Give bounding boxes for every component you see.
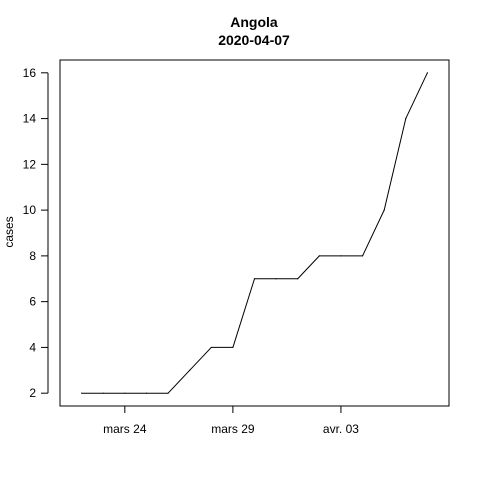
data-point — [340, 255, 342, 257]
y-tick-label: 8 — [29, 249, 36, 263]
x-tick-label: mars 24 — [103, 422, 147, 436]
data-point — [81, 392, 83, 394]
data-point — [318, 255, 320, 257]
series-layer — [81, 72, 428, 394]
chart-subtitle: 2020-04-07 — [218, 32, 290, 48]
y-tick-label: 6 — [29, 295, 36, 309]
axes-layer: 2 4 6 8 10 12 14 16 mars 24 mars 29 avr. 03 — [23, 66, 360, 436]
data-point — [405, 117, 407, 120]
y-tick-label: 12 — [23, 157, 37, 171]
data-point — [124, 392, 126, 394]
data-point — [253, 278, 256, 280]
y-tick-label: 10 — [23, 203, 37, 217]
y-tick-label: 2 — [29, 386, 36, 400]
data-point — [102, 392, 104, 394]
data-point — [297, 278, 299, 280]
y-tick-label: 16 — [23, 66, 37, 80]
data-point — [167, 392, 169, 394]
x-tick-label: avr. 03 — [323, 422, 359, 436]
data-point — [426, 72, 428, 74]
x-tick-label: mars 29 — [211, 422, 255, 436]
data-point — [232, 346, 234, 349]
data-point — [361, 255, 364, 257]
y-tick-label: 4 — [29, 340, 36, 354]
plot-box — [59, 59, 450, 407]
data-point — [189, 369, 191, 371]
data-point — [383, 209, 385, 211]
data-point — [275, 278, 277, 280]
chart-title: Angola — [230, 14, 278, 30]
data-point — [145, 392, 148, 394]
series-line — [81, 72, 428, 394]
data-point — [210, 346, 212, 349]
y-axis-label: cases — [2, 216, 16, 247]
y-tick-label: 14 — [23, 112, 37, 126]
